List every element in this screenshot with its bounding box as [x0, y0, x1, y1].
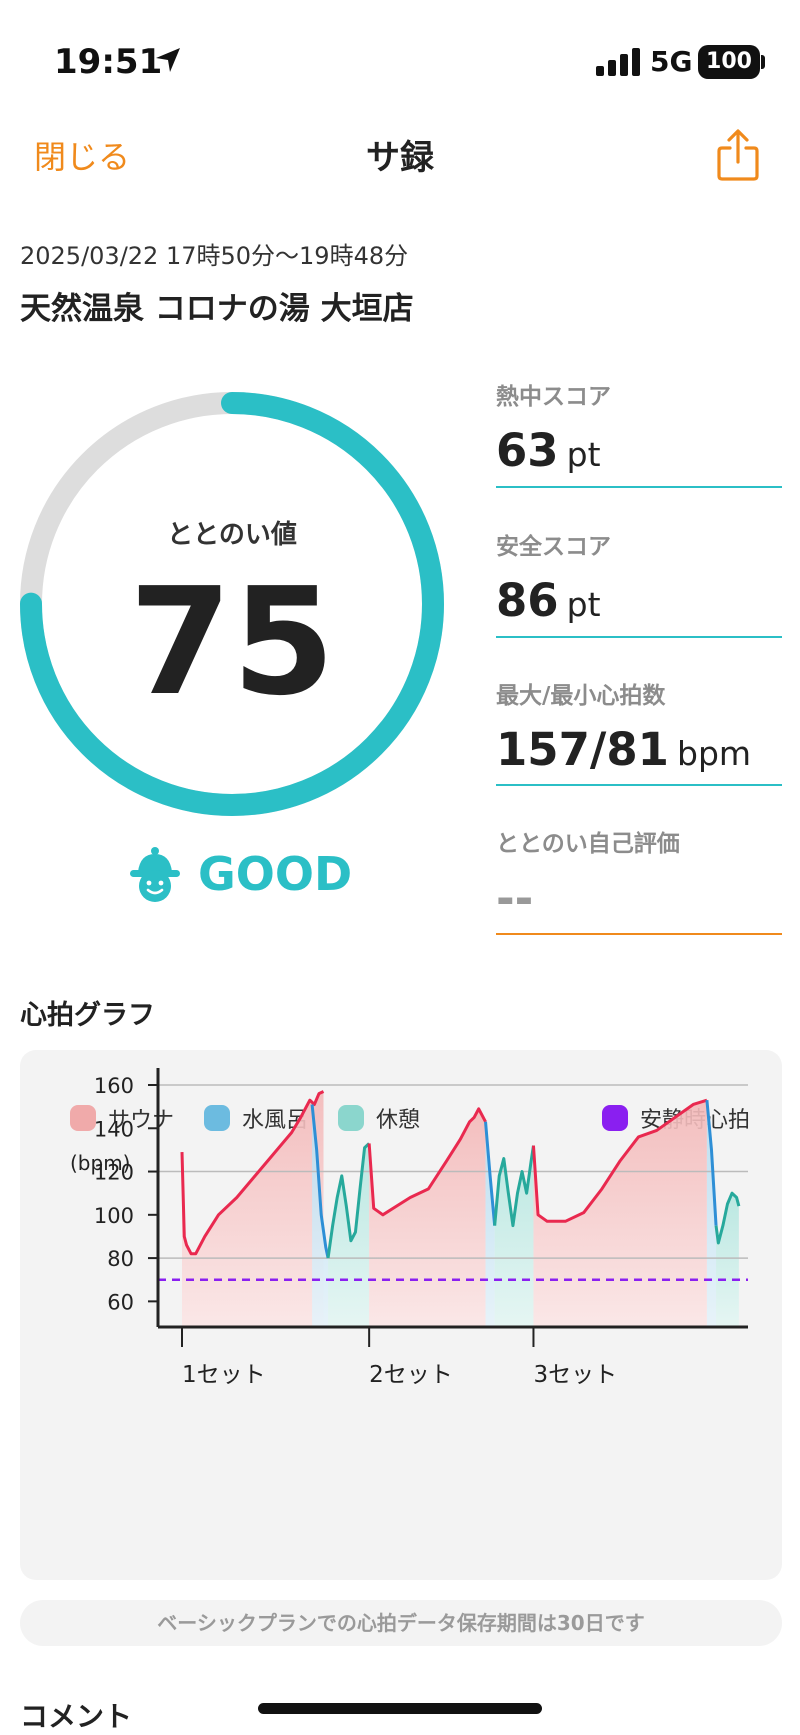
series-line-water-4 [484, 1121, 497, 1226]
series-area-rest-8 [716, 1193, 739, 1327]
graph-heading: 心拍グラフ [20, 1000, 155, 1031]
heat-score: 63 pt [496, 424, 601, 477]
series-area-rest-2 [328, 1143, 370, 1327]
heat-score-label: 熱中スコア [496, 384, 611, 410]
facility-name: 天然温泉 コロナの湯 大垣店 [20, 291, 414, 327]
totonoi-label: ととのい値 [167, 520, 297, 550]
status-time: 19:51 [54, 42, 163, 82]
heart-rate-chart: (bpm) 60 80 100 120 140 160 1セット 2セット 3セット [70, 1068, 748, 1388]
retention-note: ベーシックプランでの心拍データ保存期間は30日です [20, 1600, 782, 1646]
home-indicator [258, 1703, 542, 1714]
heart-rate-label: 最大/最小心拍数 [496, 683, 666, 709]
self-eval-divider [496, 933, 782, 935]
series-line-rest-2 [326, 1142, 371, 1259]
series-area-water-7 [706, 1100, 717, 1327]
session-datetime: 2025/03/22 17時50分〜19時48分 [20, 242, 409, 270]
series-line-rest-8 [714, 1191, 741, 1245]
safety-score-divider [496, 636, 782, 638]
heat-score-unit: pt [566, 435, 601, 474]
cellular-signal-icon [596, 48, 640, 76]
legend-rest: 休憩 [338, 1103, 420, 1133]
location-arrow-icon [156, 48, 180, 72]
y-tick-label: 60 [107, 1290, 134, 1314]
safety-score-value: 86 [496, 574, 559, 627]
y-tick-label: 80 [107, 1247, 134, 1271]
safety-score-unit: pt [566, 585, 601, 624]
legend-water-swatch [204, 1105, 230, 1131]
chart-y-axis-label: (bpm) [70, 1151, 130, 1175]
x-marker-label: 1セット [182, 1362, 266, 1388]
legend-rest-label: 休憩 [376, 1108, 421, 1133]
self-eval-value[interactable]: -- [496, 872, 534, 925]
series-area-sauna-6 [533, 1100, 707, 1327]
legend-sauna-swatch [70, 1105, 96, 1131]
series-area-rest-5 [494, 1145, 534, 1327]
series-area-sauna-0 [182, 1091, 324, 1327]
heat-score-divider [496, 486, 782, 488]
legend-resting-hr-swatch [602, 1105, 628, 1131]
ring-progress [20, 392, 444, 816]
totonoi-value: 75 [129, 556, 335, 728]
series-line-rest-5 [493, 1145, 535, 1228]
sauna-hat-mascot-icon [130, 847, 180, 902]
heart-rate-value: 157/81 [496, 723, 669, 776]
y-tick-label: 160 [94, 1074, 134, 1098]
safety-score: 86 pt [496, 574, 601, 627]
series-area-sauna-3 [369, 1108, 486, 1327]
legend-sauna-label: サウナ [108, 1108, 175, 1133]
network-type: 5G [650, 45, 693, 78]
y-tick-label: 120 [94, 1161, 134, 1185]
series-line-sauna-3 [367, 1107, 487, 1217]
y-tick-label: 140 [94, 1117, 134, 1141]
share-icon[interactable] [715, 128, 761, 182]
legend-rest-swatch [338, 1105, 364, 1131]
heat-score-value: 63 [496, 424, 559, 477]
totonoi-grade: GOOD [198, 847, 353, 901]
series-line-water-1 [310, 1104, 330, 1259]
y-tick-label: 100 [94, 1204, 134, 1228]
x-marker-label: 3セット [533, 1362, 617, 1388]
totonoi-score-ring [20, 392, 444, 816]
safety-score-label: 安全スコア [496, 534, 611, 560]
series-line-sauna-6 [531, 1098, 708, 1223]
series-line-water-7 [705, 1100, 718, 1226]
heart-rate-divider [496, 784, 782, 786]
comment-heading: コメント [20, 1700, 133, 1733]
series-line-sauna-0 [180, 1090, 325, 1256]
series-area-water-4 [485, 1121, 495, 1327]
battery-tip [761, 55, 765, 69]
heart-rate-unit: bpm [677, 734, 752, 773]
self-eval-label: ととのい自己評価 [496, 831, 680, 857]
legend-sauna: サウナ [70, 1103, 174, 1133]
x-marker-label: 2セット [369, 1362, 453, 1388]
page-title: サ録 [366, 138, 434, 178]
battery-icon: 100 [698, 45, 760, 79]
close-button[interactable]: 閉じる [34, 138, 131, 176]
heart-rate: 157/81 bpm [496, 723, 751, 776]
